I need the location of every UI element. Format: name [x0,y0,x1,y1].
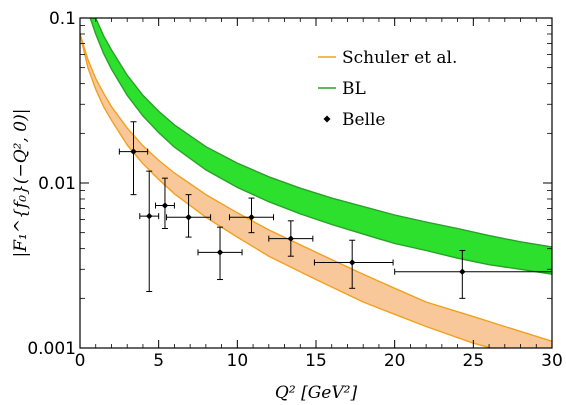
belle-marker [130,148,137,155]
belle-marker [287,235,295,242]
belle-marker [146,212,153,220]
bl-band [90,18,552,275]
x-tick-label: 15 [305,351,327,371]
legend-label-bl: BL [342,79,366,99]
legend-label-schuler-et-al: Schuler et al. [342,48,457,68]
y-tick-label: 0.1 [49,9,76,29]
legend: Schuler et al. BL Belle [318,48,457,130]
belle-point [118,121,149,196]
plot-frame [79,17,553,349]
y-axis-label: |F₁^{f₀}(−Q², 0)| [11,109,31,258]
belle-point [197,226,243,281]
belle-point [155,177,175,229]
y-tick-label: 0.001 [27,339,76,359]
schuler-et-al-band [80,34,552,348]
belle-point [228,197,275,234]
legend-label-belle: Belle [342,110,386,130]
x-tick-label: 5 [153,351,164,371]
belle-point [166,194,212,238]
belle-marker [161,202,169,209]
bands-layer [80,18,552,348]
belle-point [394,249,553,299]
x-tick-label: 20 [384,351,406,371]
x-axis-label: Q² [GeV²] [275,383,358,403]
legend-swatch-belle [323,115,331,123]
x-tick-label: 30 [541,351,563,371]
belle-marker [216,249,224,256]
x-tick-label: 10 [227,351,249,371]
x-tick-label: 0 [75,351,86,371]
belle-point [139,170,160,293]
belle-marker [459,268,466,275]
bl-band-lower-edge [89,18,552,275]
schuler-et-al-band-upper-edge [80,33,552,342]
belle-point [268,220,314,257]
x-tick-label: 25 [463,351,485,371]
x-axis-ticks: 0 5 10 15 20 25 30 [75,18,563,371]
data-points-layer [118,121,553,299]
belle-marker [248,214,255,221]
belle-marker [348,259,356,266]
y-axis-ticks: 0.001 0.01 0.1 [27,9,552,359]
bl-band-upper-edge [94,18,552,248]
belle-marker [185,214,192,221]
belle-point [313,239,394,289]
y-tick-label: 0.01 [38,174,76,194]
